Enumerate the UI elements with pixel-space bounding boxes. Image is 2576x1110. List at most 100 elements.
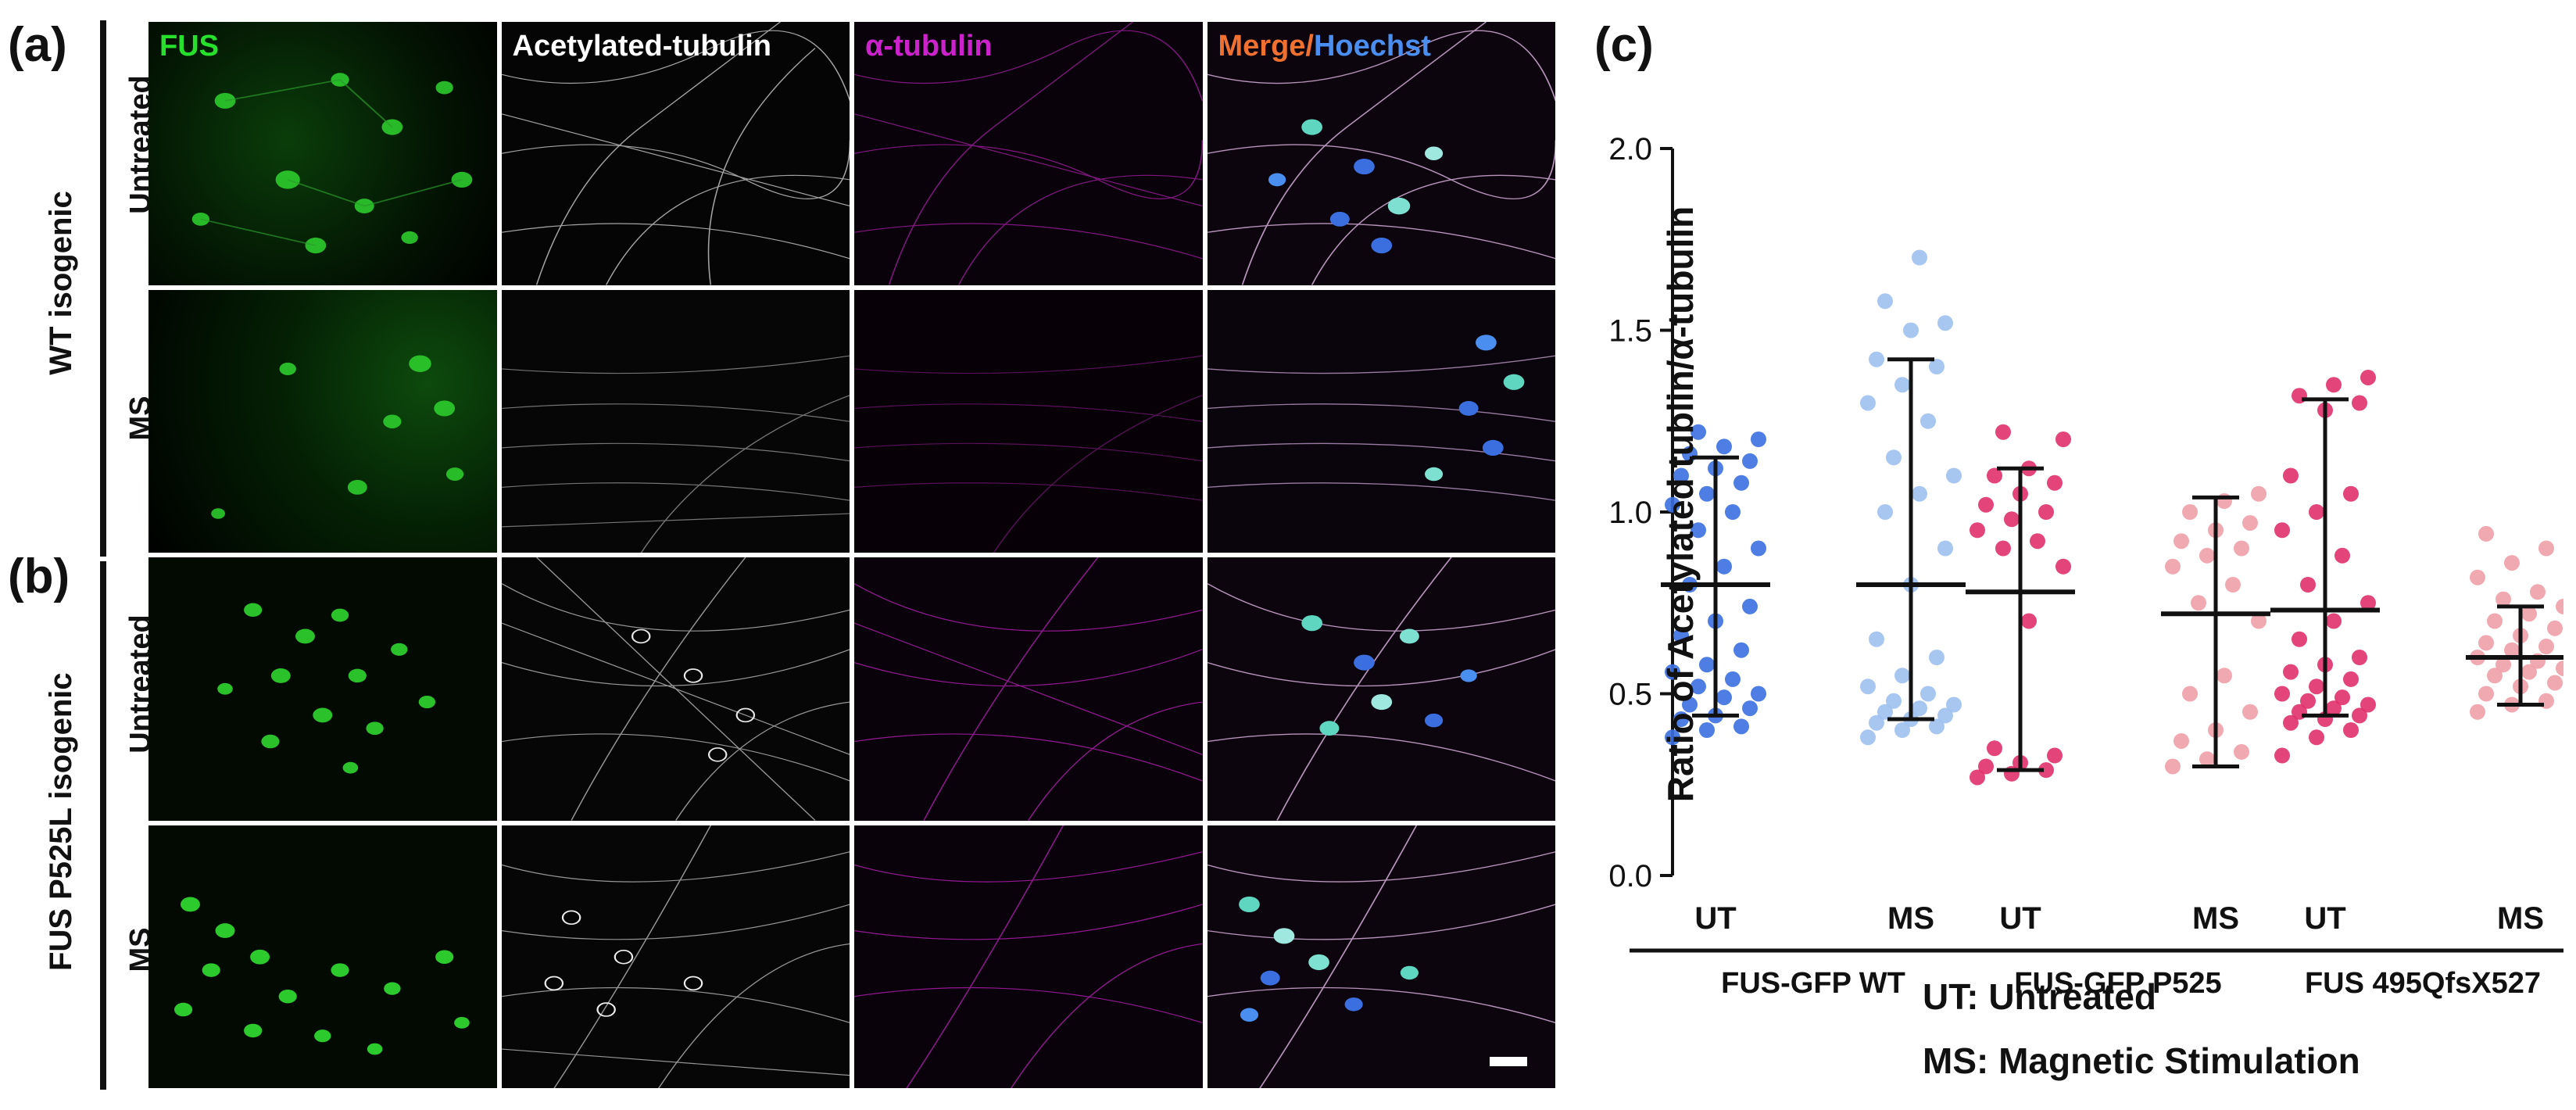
data-point (1978, 758, 1994, 775)
data-point (1733, 474, 1749, 491)
tile-wt-untreated-acetylated: Acetylated-tubulin (501, 22, 850, 285)
data-point (2274, 686, 2290, 702)
data-point (2538, 540, 2554, 557)
data-point (1716, 558, 1732, 575)
data-point (2504, 555, 2520, 571)
group-label-wt: WT isogenic (44, 191, 78, 375)
data-point (1673, 467, 1689, 484)
merge-label: Merge/ (1218, 30, 1314, 63)
series-fus-gfp-p525-ut (1966, 424, 2075, 786)
data-point (1937, 315, 1953, 331)
data-point (2547, 675, 2563, 691)
data-point (1903, 322, 1919, 338)
data-point (2038, 762, 2054, 779)
panel-letter-c: (c) (1594, 18, 1654, 72)
data-point (1690, 679, 1706, 695)
data-point (1987, 467, 2002, 484)
data-point (1690, 424, 1706, 440)
data-point (1877, 293, 1893, 310)
data-point (2300, 693, 2316, 709)
data-point (2470, 569, 2485, 585)
data-point (2352, 707, 2367, 724)
data-point (2309, 729, 2324, 746)
series-fus-gfp-wt-ms (1856, 249, 1966, 746)
fiber-pattern (854, 557, 1203, 821)
data-point (1733, 642, 1749, 658)
data-point (2283, 467, 2299, 484)
cell-pattern (217, 603, 436, 774)
data-point (2283, 664, 2299, 680)
merge-pattern (1207, 825, 1555, 1088)
data-point (1995, 424, 2011, 440)
data-point (2300, 577, 2316, 593)
fiber-pattern (501, 825, 850, 1088)
data-point (1987, 740, 2002, 757)
data-point (1751, 540, 1766, 557)
data-point (1894, 668, 1910, 684)
data-point (1742, 598, 1758, 614)
data-point (2504, 642, 2520, 658)
data-point (1894, 377, 1910, 393)
data-point (2496, 657, 2511, 673)
data-point (2234, 743, 2249, 760)
data-point (2174, 533, 2189, 550)
data-point (2182, 686, 2198, 702)
data-point (2521, 606, 2537, 622)
group-label-p525l: FUS P525L isogenic (44, 672, 78, 971)
data-point (2242, 704, 2258, 720)
data-point (2478, 525, 2494, 542)
data-point (1733, 718, 1749, 735)
cell-pattern (174, 897, 470, 1054)
cell-pattern (211, 354, 464, 519)
fiber-pattern (501, 355, 850, 553)
data-point (1665, 664, 1680, 680)
merge-pattern (1207, 22, 1555, 285)
data-point (1860, 679, 1876, 695)
data-point (1716, 439, 1732, 455)
data-point (1751, 431, 1766, 447)
data-point (2047, 474, 2063, 491)
data-point (2360, 369, 2376, 385)
legend-ms: MS: Magnetic Stimulation (1923, 1040, 2360, 1081)
tile-wt-untreated-merge: Merge/Hoechst (1207, 22, 1555, 285)
tile-p525l-untreated-merge (1207, 557, 1555, 821)
data-point (1886, 449, 1902, 466)
y-tick-label: 1.0 (1608, 496, 1652, 530)
data-point (2225, 577, 2241, 593)
tile-p525l-ms-acetylated (501, 825, 850, 1088)
data-point (1886, 693, 1902, 709)
data-point (2521, 664, 2537, 680)
data-point (2004, 511, 2020, 528)
data-point (1699, 657, 1715, 673)
tile-p525l-untreated-fus (148, 557, 497, 821)
data-point (2487, 613, 2503, 629)
panel-letter-a: (a) (8, 18, 67, 72)
data-point (2234, 540, 2249, 557)
data-point (1699, 722, 1715, 738)
y-axis-label: Ratio of Acetylated tublin/α-tubulin (1660, 206, 1701, 803)
data-point (1742, 700, 1758, 717)
series-fus-gfp-wt-ut (1661, 424, 1770, 746)
data-point (1665, 496, 1680, 513)
data-point (2343, 722, 2359, 738)
series-fus-495qfsx527-ms (2466, 525, 2575, 720)
data-point (2334, 547, 2350, 564)
data-point (2496, 591, 2511, 607)
data-point (1869, 351, 1884, 367)
data-point (1912, 249, 1927, 266)
scatter-chart: 0.0 0.5 1.0 1.5 2.0 FUS-GFP WT UT MS FUS-GFP P52… (1608, 132, 2576, 1000)
data-point (2283, 714, 2299, 731)
data-point (2478, 635, 2494, 651)
data-point (2182, 504, 2198, 520)
data-point (2055, 431, 2071, 447)
data-point (1860, 395, 1876, 411)
data-point (2274, 522, 2290, 539)
data-point (1929, 359, 1945, 374)
data-point (1877, 704, 1893, 720)
fiber-pattern (501, 557, 850, 821)
panel-letter-b: (b) (8, 550, 70, 603)
data-point (1877, 504, 1893, 520)
data-point (1929, 718, 1945, 735)
data-point (1725, 671, 1741, 687)
data-point (1995, 540, 2011, 557)
